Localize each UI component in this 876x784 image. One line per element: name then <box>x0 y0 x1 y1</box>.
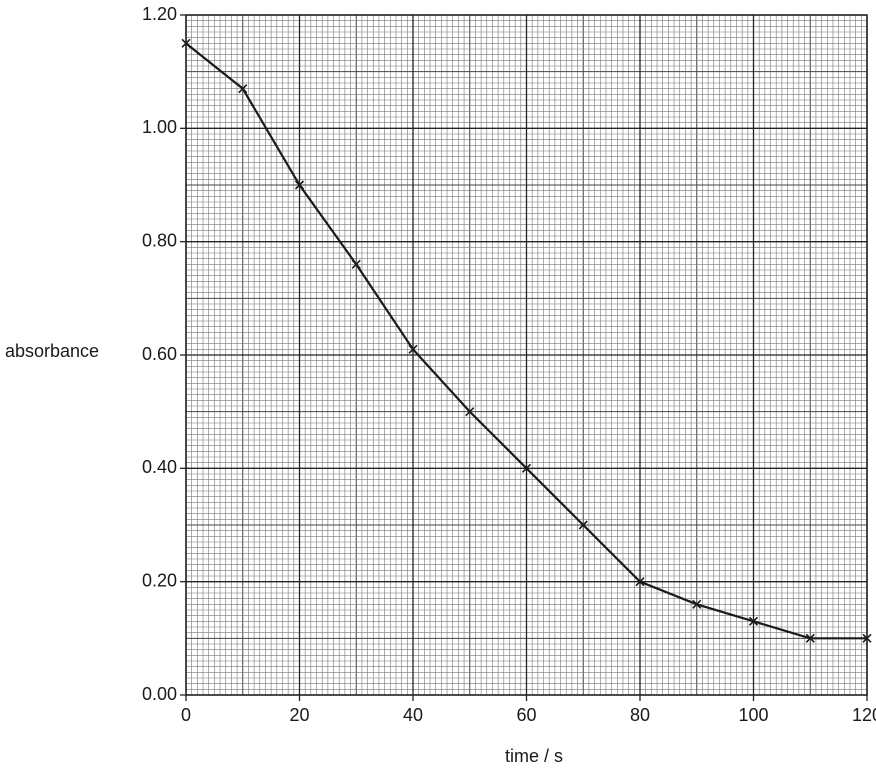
x-tick-label: 80 <box>630 705 650 725</box>
y-axis-label: absorbance <box>5 341 99 361</box>
data-point <box>238 84 248 94</box>
x-tick-label: 20 <box>289 705 309 725</box>
data-point <box>635 577 645 587</box>
data-point <box>805 633 815 643</box>
x-tick-label: 120 <box>852 705 876 725</box>
x-tick-label: 0 <box>181 705 191 725</box>
x-tick-label: 100 <box>738 705 768 725</box>
x-tick-label: 60 <box>516 705 536 725</box>
data-point <box>578 520 588 530</box>
data-point <box>521 463 532 473</box>
data-point <box>692 599 702 609</box>
data-point <box>748 616 759 626</box>
data-point <box>465 407 475 417</box>
data-point <box>294 180 305 190</box>
y-tick-label: 0.80 <box>142 230 177 250</box>
data-point <box>351 259 361 269</box>
x-tick-label: 40 <box>403 705 423 725</box>
y-tick-label: 1.00 <box>142 117 177 137</box>
y-tick-label: 0.20 <box>142 570 177 590</box>
data-point <box>408 344 418 354</box>
x-axis-label: time / s <box>505 746 563 766</box>
y-tick-label: 0.60 <box>142 344 177 364</box>
y-tick-label: 1.20 <box>142 4 177 24</box>
data-point <box>181 38 191 48</box>
y-tick-label: 0.00 <box>142 684 177 704</box>
data-point <box>862 633 872 643</box>
y-tick-label: 0.40 <box>142 457 177 477</box>
plot-frame <box>185 14 868 696</box>
